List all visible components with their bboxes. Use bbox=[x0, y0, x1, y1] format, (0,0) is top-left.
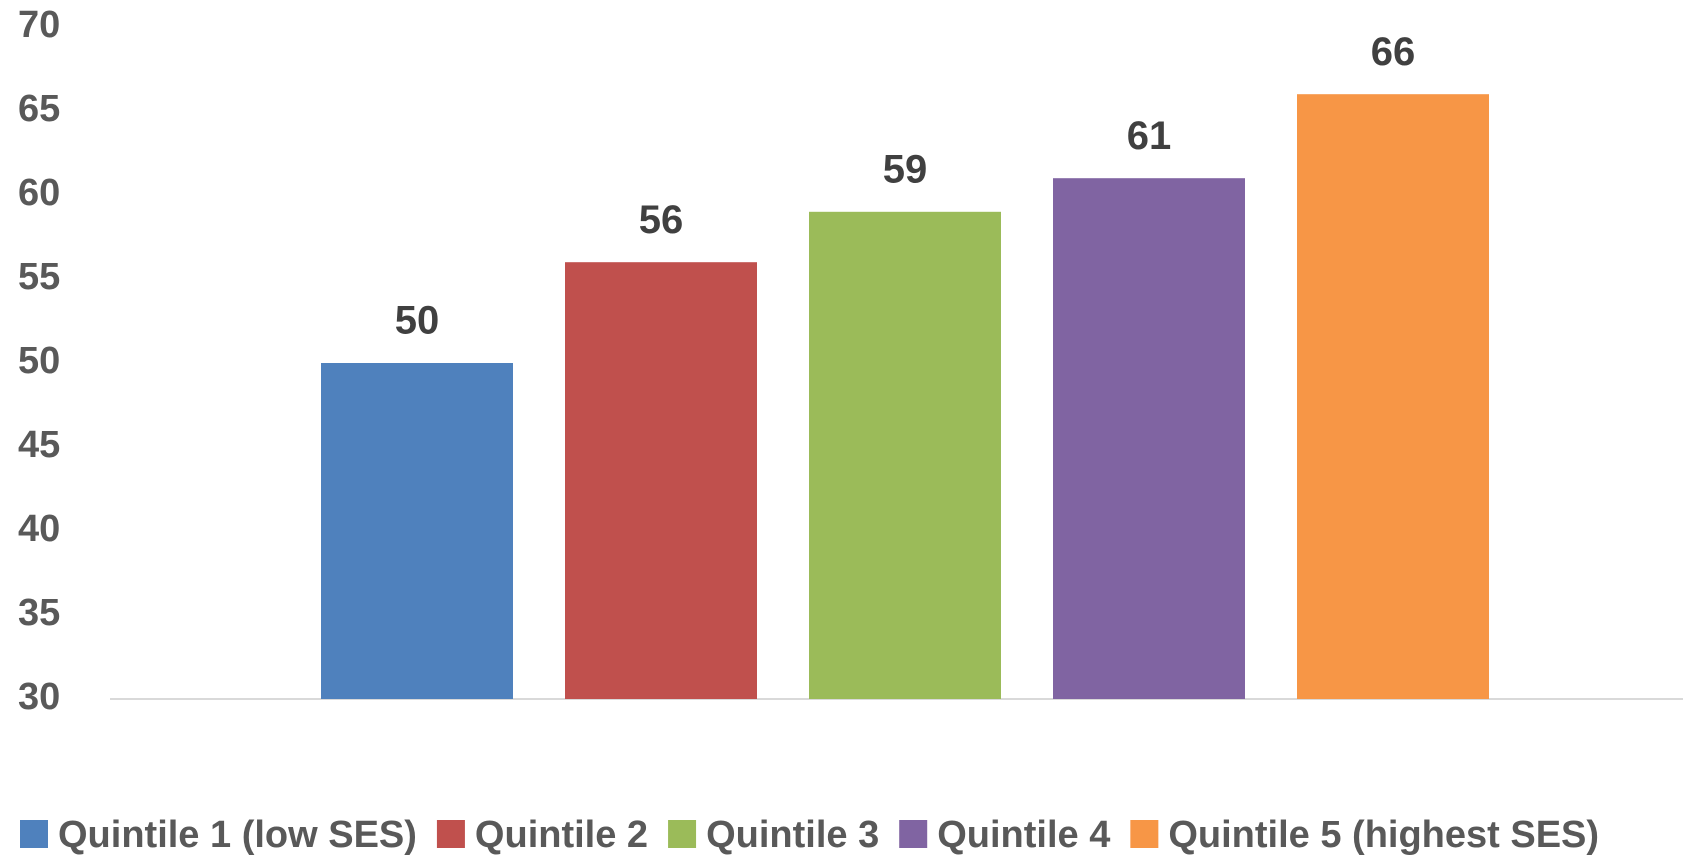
legend-label: Quintile 1 (low SES) bbox=[58, 814, 417, 856]
legend-swatch bbox=[20, 820, 48, 848]
y-tick-label: 30 bbox=[18, 676, 60, 718]
legend-label: Quintile 3 bbox=[706, 814, 879, 856]
bar bbox=[1297, 94, 1489, 699]
bar bbox=[565, 262, 757, 699]
value-label: 61 bbox=[1127, 114, 1172, 158]
y-tick-label: 70 bbox=[18, 4, 60, 46]
legend-label: Quintile 5 (highest SES) bbox=[1168, 814, 1599, 856]
legend-label: Quintile 2 bbox=[475, 814, 648, 856]
value-label: 59 bbox=[883, 147, 928, 191]
y-tick-label: 60 bbox=[18, 172, 60, 214]
legend-swatch bbox=[899, 820, 928, 848]
y-tick-label: 65 bbox=[18, 88, 60, 130]
legend-label: Quintile 4 bbox=[937, 814, 1110, 856]
value-label: 50 bbox=[395, 299, 440, 343]
y-tick-label: 35 bbox=[18, 592, 60, 634]
legend-swatch bbox=[668, 820, 697, 848]
bar bbox=[321, 363, 513, 699]
y-tick-label: 45 bbox=[18, 424, 60, 466]
legend-swatch bbox=[436, 820, 465, 848]
value-label: 56 bbox=[639, 198, 684, 242]
bar bbox=[1053, 178, 1245, 699]
bar bbox=[809, 211, 1001, 700]
y-tick-label: 50 bbox=[18, 340, 60, 382]
y-tick-label: 40 bbox=[18, 508, 60, 550]
y-tick-label: 55 bbox=[18, 256, 60, 298]
legend-swatch bbox=[1130, 820, 1159, 848]
value-label: 66 bbox=[1371, 30, 1416, 74]
